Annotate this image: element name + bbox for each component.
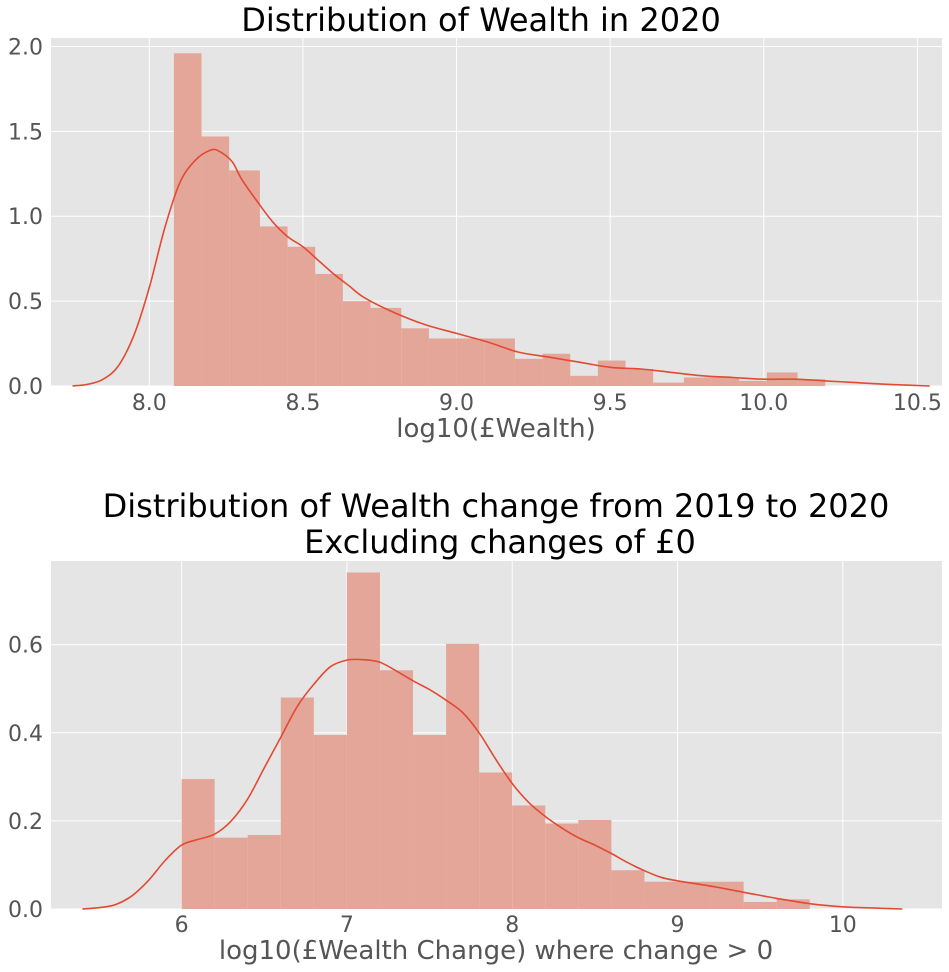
- histogram-bar: [370, 307, 402, 386]
- y-tick-label: 0.4: [8, 722, 43, 747]
- histogram-bar: [214, 837, 248, 909]
- x-tick-label: 9.0: [439, 391, 474, 416]
- x-tick-label: 10.5: [893, 391, 942, 416]
- x-tick-label: 8.0: [132, 391, 167, 416]
- y-tick-labels: 0.0 0.2 0.4 0.6: [8, 634, 43, 923]
- wealth-2020-chart: 8.0 8.5 9.0 9.5 10.0 10.5 0.0 0.5 1.0 1.5 2.0 Dis…: [8, 1, 942, 444]
- x-tick-label: 9.5: [593, 391, 628, 416]
- histogram-bar: [315, 273, 343, 386]
- histogram-bar: [625, 369, 654, 386]
- y-tick-label: 0.6: [8, 634, 43, 659]
- histogram-bar: [313, 735, 347, 909]
- histogram-bar: [578, 820, 612, 909]
- histogram-bar: [401, 328, 429, 386]
- x-tick-label: 9: [671, 913, 685, 938]
- x-tick-label: 6: [175, 913, 189, 938]
- histogram-bar: [545, 823, 579, 909]
- histogram-bar: [379, 670, 414, 909]
- histogram-bar: [181, 779, 215, 909]
- y-tick-label: 0.5: [8, 290, 43, 315]
- histogram-bar: [743, 901, 777, 909]
- x-tick-label: 10.0: [739, 391, 788, 416]
- histogram-bar: [597, 360, 626, 386]
- y-tick-label: 0.2: [8, 810, 43, 835]
- histogram-bars: [181, 572, 810, 909]
- histogram-bar: [683, 377, 712, 386]
- y-tick-labels: 0.0 0.5 1.0 1.5 2.0: [8, 35, 43, 400]
- chart-title: Distribution of Wealth change from 2019 …: [103, 487, 890, 525]
- histogram-bar: [201, 136, 230, 386]
- histogram-bar: [653, 382, 684, 386]
- histogram-bar: [514, 358, 543, 386]
- wealth-change-chart: 6 7 8 9 10 0.0 0.2 0.4 0.6 Distribution of Weal…: [8, 487, 942, 966]
- histogram-bar: [247, 834, 281, 909]
- histogram-bar: [711, 377, 740, 386]
- histogram-bar: [173, 53, 202, 387]
- histogram-bar: [229, 170, 260, 386]
- histogram-bar: [259, 226, 288, 386]
- x-tick-label: 7: [340, 913, 354, 938]
- histogram-bar: [776, 899, 810, 909]
- kde-curve: [72, 148, 930, 387]
- histogram-bar: [512, 805, 546, 909]
- x-tick-label: 8: [505, 913, 519, 938]
- y-tick-label: 1.0: [8, 205, 43, 230]
- y-tick-label: 1.5: [8, 120, 43, 145]
- x-tick-labels: 8.0 8.5 9.0 9.5 10.0 10.5: [132, 391, 942, 416]
- histogram-bar: [611, 870, 645, 909]
- histogram-bars: [173, 53, 826, 387]
- x-axis-label: log10(£Wealth): [396, 414, 596, 444]
- histogram-bar: [287, 246, 316, 386]
- histogram-bar: [479, 772, 513, 909]
- histogram-bar: [342, 301, 371, 386]
- chart-subtitle: Excluding changes of £0: [304, 523, 696, 561]
- kde-curve: [82, 658, 903, 910]
- histogram-bar: [739, 380, 767, 386]
- histogram-bar: [456, 338, 485, 386]
- histogram-bar: [797, 379, 826, 386]
- histogram-bar: [413, 735, 447, 909]
- histogram-bar: [280, 697, 314, 909]
- y-tick-label: 2.0: [8, 35, 43, 60]
- histogram-bar: [346, 572, 380, 909]
- x-tick-labels: 6 7 8 9 10: [175, 913, 857, 938]
- y-tick-label: 0.0: [8, 898, 43, 923]
- chart-title: Distribution of Wealth in 2020: [241, 1, 721, 39]
- histogram-bar: [446, 643, 480, 909]
- x-tick-label: 10: [829, 913, 857, 938]
- histogram-bar: [644, 881, 678, 909]
- histogram-bar: [710, 881, 744, 909]
- y-tick-label: 0.0: [8, 375, 43, 400]
- histogram-bar: [570, 375, 598, 386]
- histogram-bar: [428, 338, 457, 386]
- x-axis-label: log10(£Wealth Change) where change > 0: [219, 936, 773, 966]
- x-tick-label: 8.5: [285, 391, 320, 416]
- histogram-bar: [677, 881, 711, 909]
